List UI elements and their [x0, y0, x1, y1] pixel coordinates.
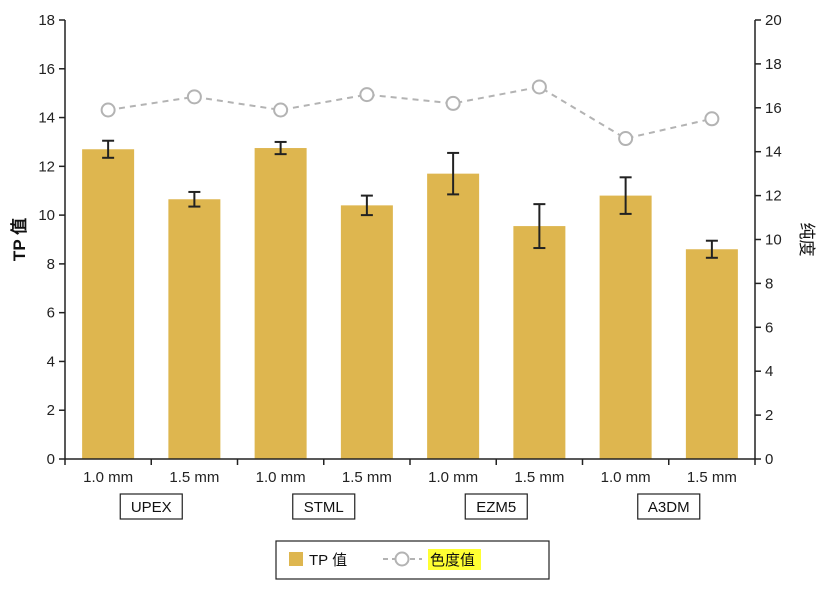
right-tick-label: 14 [765, 144, 782, 161]
line-point [531, 79, 547, 95]
legend-bar-label: TP 值 [309, 552, 347, 569]
right-tick-label: 10 [765, 232, 782, 249]
x-tick-label: 1.5 mm [342, 469, 392, 486]
right-tick-label: 18 [765, 56, 782, 73]
right-tick-label: 12 [765, 188, 782, 205]
error-bars-layer [102, 139, 718, 259]
group-label: A3DM [648, 499, 690, 516]
group-label: UPEX [131, 499, 172, 516]
x-tick-label: 1.5 mm [514, 469, 564, 486]
line-point [186, 89, 202, 105]
left-tick-label: 6 [47, 305, 55, 322]
line-layer [100, 79, 720, 147]
left-tick-label: 10 [38, 207, 55, 224]
legend-line-marker [394, 551, 410, 567]
bar [513, 226, 566, 459]
axes-layer: 0 2 4 6 8 10 12 14 16 18 0 2 4 6 8 10 12 14 16 18 20 1.0 mm 1.… [9, 12, 816, 520]
x-tick-label: 1.0 mm [83, 469, 133, 486]
right-tick-label: 20 [765, 12, 782, 29]
left-tick-label: 16 [38, 61, 55, 78]
bar [254, 148, 307, 459]
line-point [704, 111, 720, 127]
left-tick-label: 18 [38, 12, 55, 29]
bar [599, 195, 652, 459]
legend-line-label: 色度值 [430, 552, 475, 569]
group-label-box [464, 493, 528, 520]
x-tick-label: 1.5 mm [687, 469, 737, 486]
bar [168, 199, 221, 459]
left-tick-label: 8 [47, 256, 55, 273]
right-tick-label: 6 [765, 319, 773, 336]
line-point [618, 131, 634, 147]
left-tick-label: 0 [47, 451, 55, 468]
line-point [359, 87, 375, 103]
right-tick-label: 2 [765, 407, 773, 424]
line-series-path [107, 85, 713, 140]
bar [340, 205, 393, 459]
legend-bar-swatch [289, 552, 303, 566]
y2-axis-title: 纯度 [797, 223, 816, 257]
legend-highlight [428, 549, 481, 570]
line-point [445, 95, 461, 111]
bars-layer [82, 148, 738, 459]
group-label: EZM5 [476, 499, 516, 516]
group-label-box [637, 493, 701, 520]
y-axis-title: TP 值 [9, 218, 29, 261]
line-point [273, 102, 289, 118]
left-tick-label: 2 [47, 402, 55, 419]
group-label: STML [304, 499, 344, 516]
left-tick-label: 14 [38, 110, 55, 127]
x-tick-label: 1.0 mm [256, 469, 306, 486]
group-label-box [119, 493, 183, 520]
right-tick-label: 16 [765, 100, 782, 117]
right-tick-label: 4 [765, 363, 773, 380]
group-label-box [292, 493, 356, 520]
left-tick-label: 12 [38, 158, 55, 175]
left-tick-label: 4 [47, 353, 55, 370]
x-tick-label: 1.5 mm [169, 469, 219, 486]
x-tick-label: 1.0 mm [601, 469, 651, 486]
legend: TP 值 色度值 [275, 540, 550, 580]
line-point [100, 102, 116, 118]
bar [82, 149, 135, 459]
bar [685, 249, 738, 459]
x-tick-label: 1.0 mm [428, 469, 478, 486]
bar [427, 173, 480, 459]
right-tick-label: 8 [765, 275, 773, 292]
right-tick-label: 0 [765, 451, 773, 468]
